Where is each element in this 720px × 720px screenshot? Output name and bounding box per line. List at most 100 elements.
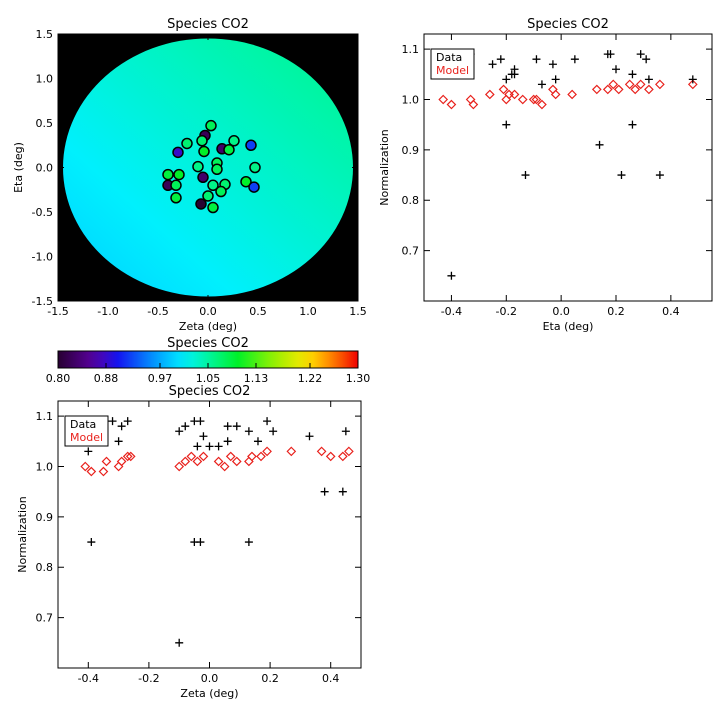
model-marker	[567, 89, 577, 100]
model-marker	[213, 456, 224, 467]
x-tick-label: 0.0	[199, 305, 217, 318]
model-marker	[608, 79, 619, 90]
model-marker	[247, 451, 257, 462]
colorbar-tick-label: 0.80	[46, 372, 71, 385]
data-marker	[244, 427, 253, 436]
model-marker	[125, 451, 136, 462]
model-marker	[504, 89, 514, 100]
data-marker	[223, 422, 232, 431]
data-marker	[612, 65, 620, 74]
data-marker	[175, 638, 184, 647]
y-tick-label: 0.7	[36, 612, 54, 625]
legend-data: Data	[436, 51, 462, 64]
data-marker	[269, 427, 278, 436]
model-marker	[509, 89, 520, 100]
model-marker	[174, 461, 185, 472]
legend-model: Model	[70, 431, 103, 444]
model-marker	[225, 451, 236, 462]
sky-field	[63, 38, 353, 297]
data-marker	[688, 75, 697, 84]
model-marker	[122, 451, 133, 462]
data-marker	[537, 80, 546, 89]
model-marker	[501, 94, 512, 105]
model-marker	[531, 94, 542, 105]
y-tick-label: -0.5	[32, 206, 53, 219]
x-tick-label: 0.0	[201, 672, 219, 685]
x-axis-label: Zeta (deg)	[179, 320, 237, 333]
model-marker	[286, 446, 297, 457]
model-marker	[465, 94, 476, 105]
x-tick-label: 1.0	[299, 305, 317, 318]
species-point	[192, 160, 204, 173]
data-marker	[548, 60, 557, 69]
data-marker	[447, 271, 456, 280]
species-point	[207, 179, 219, 192]
x-axis-label: Zeta (deg)	[180, 687, 238, 700]
model-marker	[256, 451, 266, 462]
model-marker	[550, 89, 561, 100]
data-marker	[196, 538, 205, 547]
species-point	[215, 185, 227, 198]
model-marker	[86, 466, 97, 477]
model-marker	[602, 84, 613, 95]
x-tick-label: 0.5	[249, 305, 267, 318]
data-marker	[87, 538, 96, 547]
y-tick-label: 0.9	[36, 511, 54, 524]
model-marker	[244, 456, 254, 467]
data-marker	[510, 70, 519, 79]
species-point	[195, 198, 207, 210]
chart-title: Species CO2	[169, 384, 251, 399]
x-tick-label: -0.2	[138, 672, 159, 685]
x-tick-label: 1.5	[349, 305, 367, 318]
model-marker	[337, 451, 348, 462]
data-marker	[175, 427, 184, 436]
model-marker	[613, 84, 624, 95]
species-point	[162, 168, 174, 181]
species-point	[170, 179, 182, 192]
model-marker	[113, 461, 124, 472]
legend-box	[430, 48, 475, 80]
species-point	[172, 146, 184, 159]
data-marker	[617, 171, 626, 180]
model-marker	[446, 99, 457, 110]
x-tick-label: 0.4	[322, 672, 340, 685]
y-tick-label: -1.5	[32, 295, 53, 308]
data-marker	[595, 140, 604, 149]
x-tick-label: -1.5	[47, 305, 68, 318]
species-point	[196, 135, 208, 147]
y-axis-label: Normalization	[378, 129, 391, 205]
data-marker	[205, 442, 214, 451]
species-point	[248, 181, 260, 193]
y-tick-label: 1.1	[402, 43, 420, 56]
data-marker	[223, 437, 232, 446]
model-marker	[655, 79, 665, 90]
chart-title: Species CO2	[167, 17, 249, 32]
y-tick-label: 1.0	[36, 73, 54, 86]
species-point	[211, 163, 223, 176]
model-marker	[219, 461, 230, 472]
data-marker	[642, 55, 651, 64]
data-marker	[338, 487, 347, 496]
data-marker	[214, 442, 223, 451]
model-marker	[180, 456, 191, 467]
data-marker	[196, 417, 205, 426]
data-marker	[108, 417, 117, 426]
y-tick-label: -1.0	[32, 251, 53, 264]
data-marker	[253, 437, 262, 446]
data-marker	[193, 442, 202, 451]
data-marker	[232, 422, 241, 431]
model-marker	[101, 456, 112, 467]
species-point	[198, 145, 210, 158]
data-marker	[123, 417, 132, 426]
species-point	[245, 139, 257, 151]
species-point	[170, 192, 182, 204]
colorbar-tick-label: 0.97	[148, 372, 173, 385]
legend-box	[64, 415, 109, 447]
data-marker	[636, 50, 645, 59]
colorbar-tick-label: 0.88	[94, 372, 119, 385]
model-marker	[198, 451, 209, 462]
data-marker	[117, 422, 126, 431]
data-marker	[181, 422, 190, 431]
model-marker	[498, 84, 509, 95]
